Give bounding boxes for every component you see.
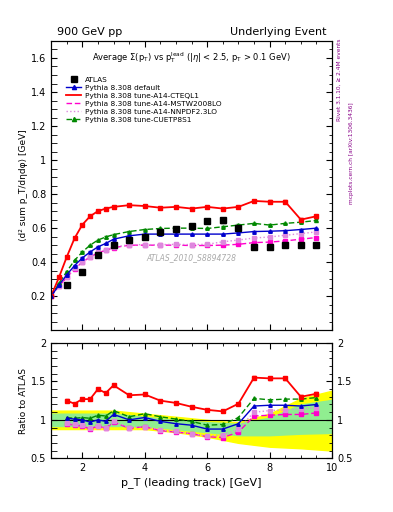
- Text: mcplots.cern.ch [arXiv:1306.3436]: mcplots.cern.ch [arXiv:1306.3436]: [349, 103, 354, 204]
- Legend: ATLAS, Pythia 8.308 default, Pythia 8.308 tune-A14-CTEQL1, Pythia 8.308 tune-A14: ATLAS, Pythia 8.308 default, Pythia 8.30…: [63, 74, 224, 125]
- Text: Average $\Sigma$(p$_\mathrm{T}$) vs p$_\mathrm{T}^\mathrm{lead}$ ($|\eta|$ < 2.5: Average $\Sigma$(p$_\mathrm{T}$) vs p$_\…: [92, 50, 291, 65]
- Text: 900 GeV pp: 900 GeV pp: [57, 27, 122, 37]
- X-axis label: p_T (leading track) [GeV]: p_T (leading track) [GeV]: [121, 477, 262, 488]
- Text: Underlying Event: Underlying Event: [230, 27, 327, 37]
- Y-axis label: Ratio to ATLAS: Ratio to ATLAS: [19, 368, 28, 434]
- Text: Rivet 3.1.10, ≥ 2.4M events: Rivet 3.1.10, ≥ 2.4M events: [336, 38, 341, 121]
- Y-axis label: ⟨d² sum p_T/dηdφ⟩ [GeV]: ⟨d² sum p_T/dηdφ⟩ [GeV]: [19, 130, 28, 242]
- Text: ATLAS_2010_S8894728: ATLAS_2010_S8894728: [147, 253, 237, 263]
